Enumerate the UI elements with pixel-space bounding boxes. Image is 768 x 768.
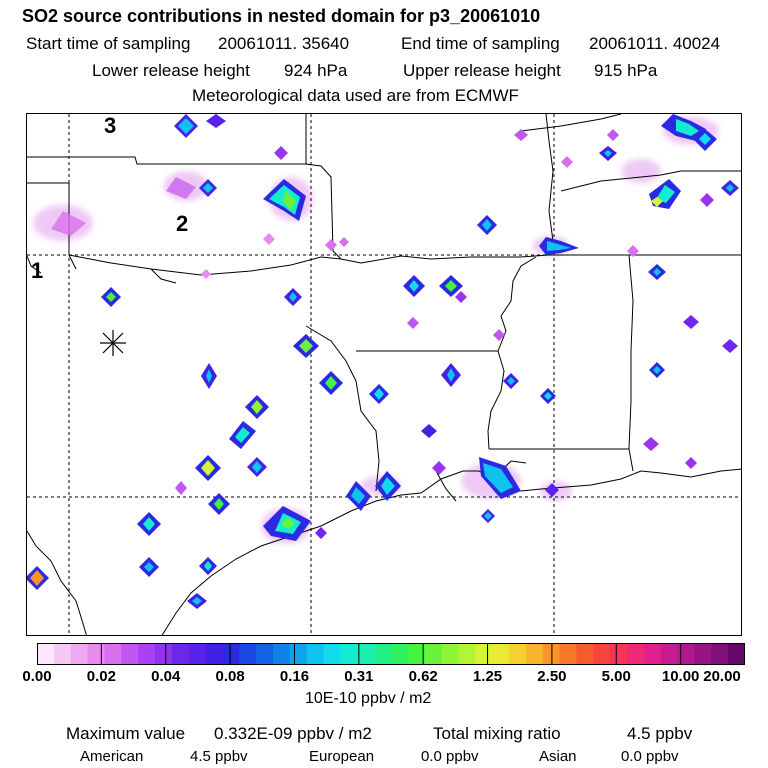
plot-title: SO2 source contributions in nested domai… — [22, 6, 541, 26]
plume-cluster — [514, 114, 739, 469]
colorbar-swatch — [424, 643, 443, 665]
european-value: 0.0 ppbv — [421, 748, 479, 765]
lower-height-label: Lower release height — [92, 61, 250, 80]
colorbar-swatch — [627, 643, 645, 665]
colorbar-swatch — [323, 643, 341, 665]
colorbar-swatch — [492, 643, 510, 665]
colorbar-swatch — [509, 643, 527, 665]
plume-cluster — [101, 287, 389, 536]
colorbar-swatch — [171, 643, 190, 665]
colorbar-swatch — [239, 643, 257, 665]
plume-cluster — [51, 114, 349, 279]
map-canvas: 3 2 1 — [27, 114, 741, 635]
upper-height-value: 915 hPa — [594, 61, 658, 80]
colorbar-swatch — [306, 643, 325, 665]
plume-cluster — [27, 457, 521, 609]
colorbar-tick-label: 10.00 — [661, 668, 700, 685]
colorbar-swatch — [525, 643, 544, 665]
colorbar — [36, 643, 746, 665]
colorbar-swatch — [357, 643, 375, 665]
lower-height-value: 924 hPa — [284, 61, 348, 80]
colorbar-swatch — [121, 643, 139, 665]
concentration-plumes — [27, 114, 739, 609]
colorbar-tick-label: 5.00 — [601, 668, 631, 685]
colorbar-tick-label: 0.08 — [215, 668, 245, 685]
colorbar-tick-label: 1.25 — [472, 668, 503, 685]
colorbar-tick-label: 0.00 — [22, 668, 52, 685]
colorbar-tick-label: 0.31 — [344, 668, 374, 685]
colorbar-swatch — [475, 643, 493, 665]
region-label: 2 — [176, 211, 188, 236]
end-time-label: End time of sampling — [401, 34, 560, 53]
colorbar-tick-label: 2.50 — [537, 668, 567, 685]
colorbar-swatch — [677, 643, 695, 665]
colorbar-swatch — [559, 643, 577, 665]
colorbar-swatch — [576, 643, 594, 665]
colorbar-border — [37, 643, 745, 665]
map-panel: 3 2 1 — [26, 113, 742, 636]
colorbar-swatch — [138, 643, 156, 665]
american-label: American — [80, 748, 144, 765]
colorbar-tick-label: 0.16 — [279, 668, 310, 685]
start-time-label: Start time of sampling — [26, 34, 191, 53]
colorbar-tick-label: 0.04 — [151, 668, 181, 685]
colorbar-swatch — [104, 643, 122, 665]
colorbar-swatch — [593, 643, 611, 665]
colorbar-swatch — [87, 643, 105, 665]
colorbar-swatch — [289, 643, 308, 665]
colorbar-swatch — [660, 643, 679, 665]
colorbar-tick-label: 0.02 — [86, 668, 116, 685]
colorbar-tick-label: 0.62 — [408, 668, 438, 685]
colorbar-swatch — [643, 643, 662, 665]
grid-lines — [27, 114, 741, 635]
total-mixing-label: Total mixing ratio — [433, 724, 561, 743]
colorbar-swatch — [37, 643, 55, 665]
colorbar-swatch — [441, 643, 459, 665]
american-value: 4.5 ppbv — [190, 748, 248, 765]
upper-height-label: Upper release height — [403, 61, 561, 80]
colorbar-swatch — [222, 643, 240, 665]
colorbar-swatch — [610, 643, 628, 665]
colorbar-swatch — [70, 643, 89, 665]
region-label: 1 — [31, 258, 43, 283]
colorbar-swatch — [273, 643, 291, 665]
colorbar-swatch — [458, 643, 476, 665]
total-mixing-value: 4.5 ppbv — [627, 724, 693, 743]
asian-value: 0.0 ppbv — [621, 748, 679, 765]
colorbar-swatch — [205, 643, 223, 665]
colorbar-svg — [36, 643, 746, 665]
start-time-value: 20061011. 35640 — [218, 34, 350, 53]
colorbar-swatch — [188, 643, 207, 665]
meteorological-source-text: Meteorological data used are from ECMWF — [192, 86, 519, 105]
colorbar-swatch — [53, 643, 72, 665]
colorbar-tick-label: 20.00 — [703, 668, 741, 685]
receptor-asterisk-marker — [100, 330, 126, 356]
colorbar-swatch — [694, 643, 712, 665]
colorbar-swatch — [728, 643, 746, 665]
colorbar-swatch — [542, 643, 561, 665]
colorbar-units: 10E-10 ppbv / m2 — [305, 690, 432, 707]
colorbar-swatch — [340, 643, 358, 665]
colorbar-swatch — [155, 643, 173, 665]
state-borders — [27, 114, 741, 635]
coastline — [161, 460, 741, 635]
max-value-label: Maximum value — [66, 724, 186, 743]
colorbar-swatch — [711, 643, 729, 665]
asian-label: Asian — [539, 748, 577, 765]
end-time-value: 20061011. 40024 — [589, 34, 721, 53]
colorbar-swatch — [256, 643, 274, 665]
european-label: European — [309, 748, 375, 765]
max-value: 0.332E-09 ppbv / m2 — [214, 724, 372, 743]
colorbar-swatch — [374, 643, 392, 665]
colorbar-swatch — [407, 643, 426, 665]
region-label: 3 — [104, 114, 116, 138]
plume-cluster — [403, 215, 659, 497]
colorbar-swatch — [391, 643, 409, 665]
